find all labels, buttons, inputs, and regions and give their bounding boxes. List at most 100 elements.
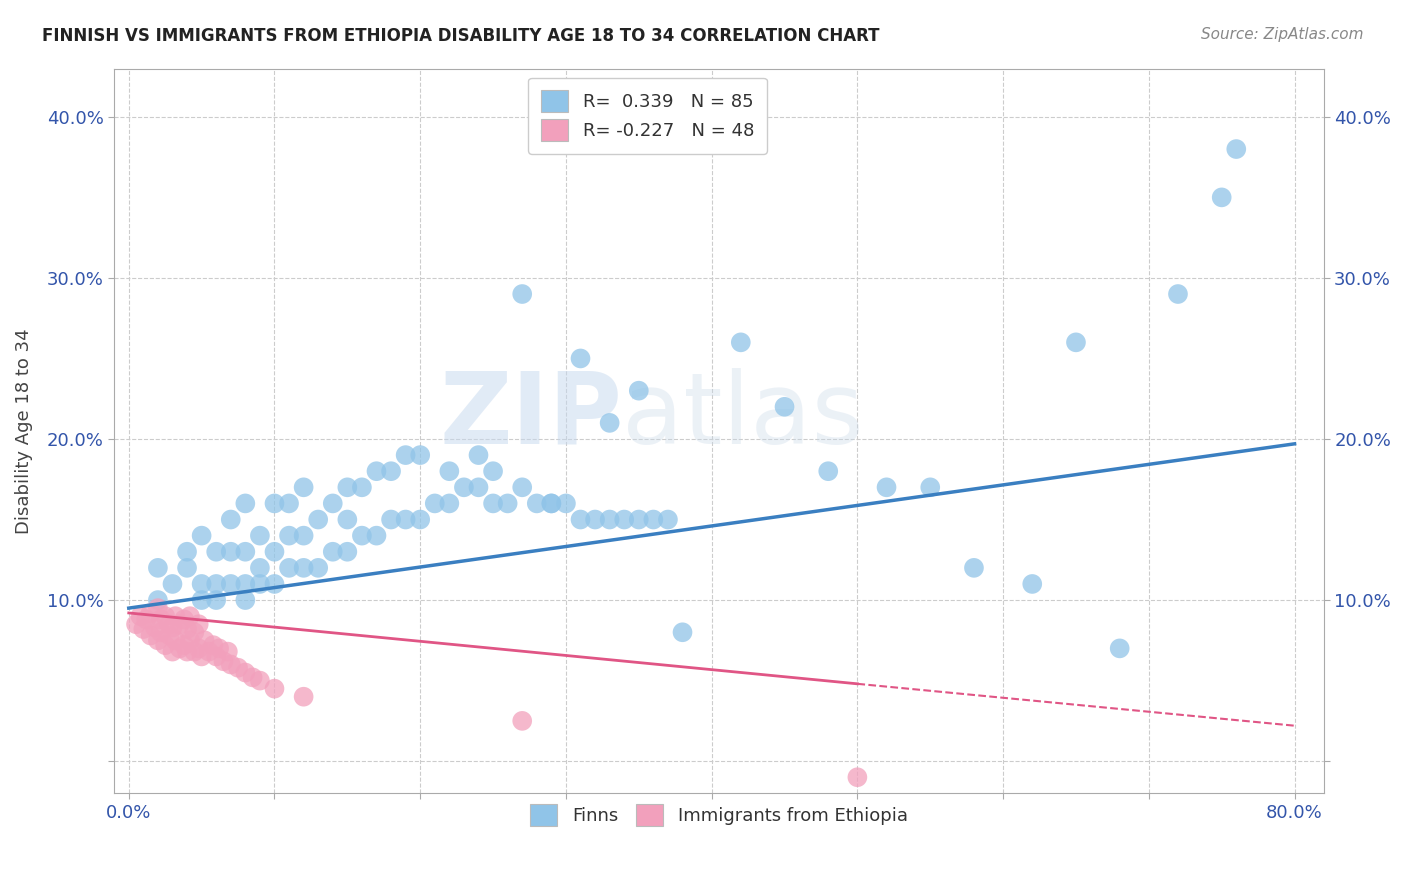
Point: [190, 577, 212, 591]
Point: [482, 496, 505, 510]
Point: [395, 448, 418, 462]
Point: [249, 561, 271, 575]
Point: [1211, 190, 1233, 204]
Point: [963, 561, 986, 575]
Point: [292, 528, 315, 542]
Point: [613, 512, 636, 526]
Point: [139, 628, 162, 642]
Point: [159, 617, 181, 632]
Point: [233, 593, 256, 607]
Point: [249, 577, 271, 591]
Point: [599, 416, 621, 430]
Point: [278, 496, 301, 510]
Point: [205, 593, 228, 607]
Point: [233, 577, 256, 591]
Point: [143, 620, 166, 634]
Point: [439, 464, 461, 478]
Point: [183, 644, 205, 658]
Point: [125, 617, 148, 632]
Point: [146, 561, 169, 575]
Point: [278, 561, 301, 575]
Point: [146, 593, 169, 607]
Point: [657, 512, 679, 526]
Point: [162, 577, 184, 591]
Point: [208, 641, 231, 656]
Point: [540, 496, 562, 510]
Point: [467, 480, 489, 494]
Point: [730, 335, 752, 350]
Point: [146, 633, 169, 648]
Point: [350, 480, 373, 494]
Point: [366, 464, 388, 478]
Point: [190, 593, 212, 607]
Point: [423, 496, 446, 510]
Point: [627, 512, 650, 526]
Point: [179, 609, 201, 624]
Point: [176, 644, 198, 658]
Point: [159, 628, 181, 642]
Point: [336, 480, 359, 494]
Point: [496, 496, 519, 510]
Point: [249, 528, 271, 542]
Point: [322, 545, 344, 559]
Point: [773, 400, 796, 414]
Point: [569, 512, 592, 526]
Y-axis label: Disability Age 18 to 34: Disability Age 18 to 34: [15, 328, 32, 533]
Point: [380, 464, 402, 478]
Point: [627, 384, 650, 398]
Point: [149, 612, 172, 626]
Point: [482, 464, 505, 478]
Point: [322, 496, 344, 510]
Point: [510, 714, 533, 728]
Point: [817, 464, 839, 478]
Point: [176, 561, 198, 575]
Point: [135, 612, 157, 626]
Point: [643, 512, 665, 526]
Point: [467, 448, 489, 462]
Point: [233, 545, 256, 559]
Point: [1225, 142, 1247, 156]
Point: [1167, 287, 1189, 301]
Point: [366, 528, 388, 542]
Point: [263, 681, 285, 696]
Point: [1108, 641, 1130, 656]
Point: [510, 287, 533, 301]
Point: [920, 480, 942, 494]
Point: [671, 625, 693, 640]
Point: [129, 609, 152, 624]
Point: [165, 633, 187, 648]
Point: [599, 512, 621, 526]
Point: [540, 496, 562, 510]
Point: [395, 512, 418, 526]
Text: atlas: atlas: [623, 368, 863, 465]
Point: [176, 622, 198, 636]
Point: [409, 448, 432, 462]
Text: FINNISH VS IMMIGRANTS FROM ETHIOPIA DISABILITY AGE 18 TO 34 CORRELATION CHART: FINNISH VS IMMIGRANTS FROM ETHIOPIA DISA…: [42, 27, 880, 45]
Point: [336, 545, 359, 559]
Legend: Finns, Immigrants from Ethiopia: Finns, Immigrants from Ethiopia: [522, 795, 917, 835]
Point: [187, 641, 209, 656]
Text: ZIP: ZIP: [439, 368, 623, 465]
Point: [183, 625, 205, 640]
Point: [380, 512, 402, 526]
Point: [149, 625, 172, 640]
Point: [190, 528, 212, 542]
Point: [555, 496, 578, 510]
Point: [292, 690, 315, 704]
Point: [205, 649, 228, 664]
Point: [179, 633, 201, 648]
Point: [263, 545, 285, 559]
Point: [169, 641, 191, 656]
Point: [292, 561, 315, 575]
Point: [526, 496, 548, 510]
Point: [153, 638, 176, 652]
Point: [202, 638, 225, 652]
Point: [219, 545, 242, 559]
Point: [1021, 577, 1043, 591]
Point: [350, 528, 373, 542]
Point: [132, 622, 155, 636]
Point: [409, 512, 432, 526]
Point: [219, 512, 242, 526]
Point: [439, 496, 461, 510]
Point: [233, 496, 256, 510]
